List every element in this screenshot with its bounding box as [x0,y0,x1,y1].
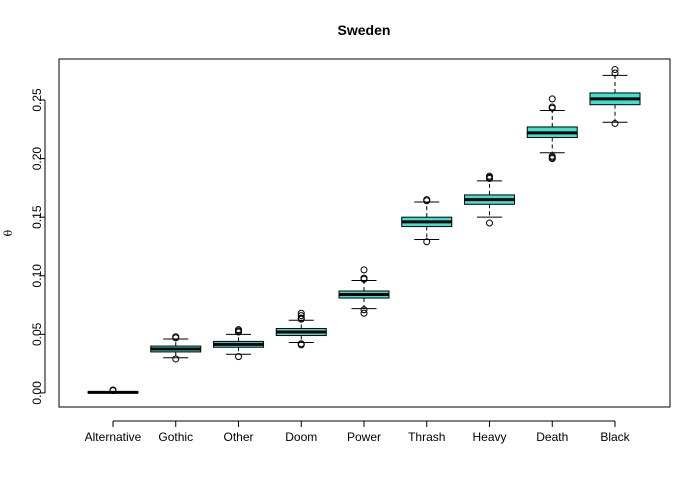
x-tick-label: Alternative [85,430,142,444]
outlier-point [360,266,368,274]
box-power [338,266,390,317]
y-tick-label: 0.00 [30,381,44,405]
y-tick-label: 0.25 [30,88,44,112]
box-heavy [464,172,515,227]
outlier-point [486,219,493,227]
x-tick-label: Gothic [158,430,193,444]
x-tick-label: Thrash [408,430,445,444]
box-gothic [150,333,202,363]
plot-frame [58,58,671,408]
outlier-point [172,355,180,363]
outlier-point [297,314,305,322]
x-tick-label: Other [223,430,253,444]
box-doom [275,309,327,349]
box-alternative [87,386,139,395]
outlier-point [611,119,619,127]
outlier-point [109,386,117,394]
outlier-point [235,353,242,361]
y-axis: 0.00 0.05 0.10 0.15 0.20 0.25 [30,88,46,405]
y-axis-label: θ [2,229,15,236]
outlier-point [297,340,305,348]
x-tick-label: Power [347,430,381,444]
y-tick-label: 0.20 [30,147,44,171]
outlier-point [297,312,305,320]
y-tick-label: 0.10 [30,264,44,288]
outlier-point [297,309,305,317]
chart-title: Sweden [338,22,391,38]
x-axis: Alternative Gothic Other Doom Power Thrash Hea… [85,420,631,444]
x-tick-label: Death [536,430,568,444]
box-thrash [401,196,453,246]
y-tick-label: 0.05 [30,322,44,346]
box-other [213,326,264,361]
outlier-point [611,69,619,77]
y-tick-label: 0.15 [30,205,44,229]
box-death [526,95,578,163]
x-tick-label: Heavy [472,430,506,444]
outlier-point [235,326,242,334]
x-tick-label: Doom [285,430,317,444]
outlier-point [548,103,556,111]
outlier-point [360,274,368,282]
outlier-point [486,172,493,180]
outlier-point [360,306,368,314]
outlier-point [611,66,619,74]
box-black [589,66,641,127]
outlier-point [548,152,556,160]
outlier-point [360,309,368,317]
outlier-point [423,238,431,246]
boxes [87,66,641,395]
outlier-point [172,333,180,341]
x-tick-label: Black [600,430,630,444]
outlier-point [548,95,556,103]
outlier-point [423,196,431,204]
